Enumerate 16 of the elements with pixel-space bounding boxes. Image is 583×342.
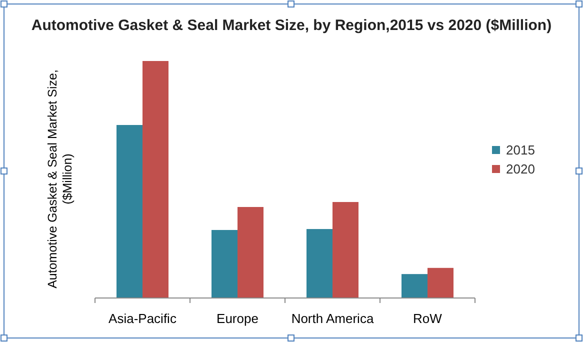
x-tick-label: RoW <box>413 311 443 326</box>
x-tick-label: Europe <box>216 311 258 326</box>
x-tick-label: Asia-Pacific <box>108 311 177 326</box>
bar <box>428 268 454 298</box>
legend-label: 2015 <box>506 142 535 158</box>
chart-title: Automotive Gasket & Seal Market Size, by Region,2015 vs 2020 ($Million) <box>31 17 552 34</box>
bar <box>142 61 168 298</box>
x-tick-label: North America <box>291 311 374 326</box>
bar <box>116 124 142 298</box>
bar <box>402 274 428 298</box>
bar <box>212 230 238 298</box>
bar <box>306 229 332 298</box>
bar <box>332 202 358 298</box>
y-axis-title: Automotive Gasket & Seal Market Size, ($Million) <box>46 70 74 288</box>
legend-label: 2020 <box>506 162 535 176</box>
bar <box>238 206 264 298</box>
